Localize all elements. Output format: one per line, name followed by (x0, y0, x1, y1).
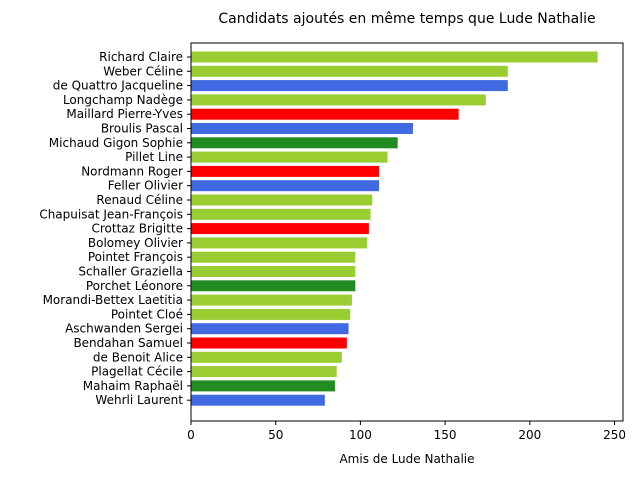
y-tick-label: Plagellat Cécile (91, 365, 183, 379)
bar (191, 194, 373, 206)
y-tick-label: Porchet Léonore (86, 279, 183, 293)
x-tick-label: 150 (434, 428, 457, 442)
bar (191, 94, 486, 106)
y-tick-label: Broulis Pascal (101, 122, 183, 136)
y-tick-label: Pointet Cloé (111, 307, 183, 321)
bar (191, 208, 371, 220)
y-tick-label: Wehrli Laurent (95, 393, 183, 407)
y-tick-label: Pointet François (88, 250, 183, 264)
y-tick-label: Nordmann Roger (81, 164, 183, 178)
x-tick-label: 250 (603, 428, 626, 442)
x-ticks: 0 50 100 150 200 250 (187, 421, 626, 442)
x-tick-label: 50 (268, 428, 283, 442)
bar (191, 80, 508, 92)
y-tick-label: de Quattro Jacqueline (53, 79, 183, 93)
y-tick-label: Crottaz Brigitte (91, 222, 183, 236)
bar (191, 394, 325, 406)
x-tick-label: 100 (349, 428, 372, 442)
y-tick-label: Longchamp Nadège (63, 93, 183, 107)
bar (191, 380, 335, 392)
bars-group (191, 51, 598, 406)
bar (191, 51, 598, 63)
chart-title: Candidats ajoutés en même temps que Lude… (218, 11, 595, 27)
plot-frame (190, 42, 624, 422)
y-tick-label: Feller Olivier (108, 179, 183, 193)
bar (191, 251, 356, 263)
y-tick-label: Pillet Line (125, 150, 183, 164)
bar (191, 137, 398, 149)
y-tick-label: Bolomey Olivier (88, 236, 183, 250)
bar (191, 223, 369, 235)
y-tick-label: de Benoit Alice (93, 350, 183, 364)
bar (191, 108, 459, 120)
bar (191, 351, 342, 363)
bar (191, 123, 413, 134)
x-axis-label: Amis de Lude Nathalie (339, 452, 474, 466)
y-tick-label: Maillard Pierre-Yves (66, 107, 183, 121)
y-tick-label: Weber Céline (103, 64, 183, 78)
y-tick-label: Morandi-Bettex Laetitia (43, 293, 183, 307)
bar (191, 294, 352, 306)
bar (191, 237, 368, 249)
y-tick-label: Schaller Graziella (78, 265, 183, 279)
bar (191, 323, 349, 335)
y-tick-label: Aschwanden Sergei (65, 322, 183, 336)
y-tick-label: Renaud Céline (96, 193, 183, 207)
y-tick-label: Chapuisat Jean-François (39, 207, 183, 221)
bar (191, 65, 508, 77)
y-tick-label: Mahaim Raphaël (83, 379, 183, 393)
bar (191, 280, 356, 292)
bar (191, 180, 380, 192)
y-tick-label: Richard Claire (99, 50, 183, 64)
x-tick-label: 200 (518, 428, 541, 442)
bar (191, 308, 351, 320)
y-tick-label: Bendahan Samuel (73, 336, 183, 350)
bar (191, 266, 356, 277)
bar (191, 366, 337, 378)
bar (191, 165, 380, 177)
bar (191, 151, 388, 163)
bar (191, 337, 347, 349)
x-tick-label: 0 (187, 428, 195, 442)
y-tick-label: Michaud Gigon Sophie (49, 136, 183, 150)
